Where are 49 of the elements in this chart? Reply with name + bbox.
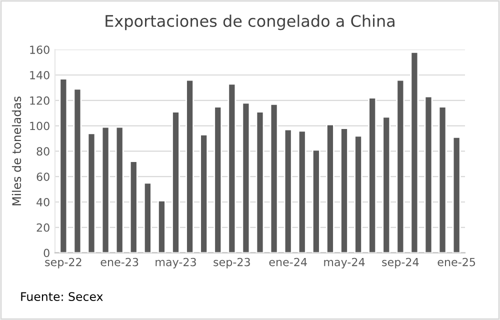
bar (424, 96, 433, 253)
x-tick-label: sep-22 (45, 258, 82, 268)
x-tick-label: ene-23 (100, 258, 138, 266)
bar (158, 200, 166, 253)
y-tick-label: 80 (36, 147, 50, 156)
bar (270, 104, 278, 253)
x-tick-label: sep-24 (382, 258, 419, 268)
bar (284, 128, 292, 253)
bar (59, 78, 68, 253)
bar (242, 102, 250, 253)
y-tick-label: 40 (36, 198, 50, 206)
bar (396, 79, 405, 253)
y-tick-label: 140 (30, 70, 50, 80)
bar (129, 160, 138, 253)
bar (312, 149, 320, 253)
bar (87, 132, 96, 253)
bar (214, 106, 222, 253)
y-axis-title: Miles de toneladas (12, 96, 22, 206)
chart-title: Exportaciones de congelado a China (106, 14, 394, 30)
y-tick-label: 0 (44, 248, 50, 258)
bar (101, 126, 110, 253)
bar (354, 135, 362, 253)
bar (115, 126, 124, 253)
bar (256, 111, 264, 253)
bar (326, 124, 334, 253)
y-tick-label: 20 (36, 223, 50, 232)
bar (172, 111, 180, 253)
bar (200, 134, 208, 253)
x-tick-label: may-24 (324, 258, 365, 268)
bar (368, 97, 377, 253)
bar (228, 83, 236, 253)
y-tick-label: 160 (30, 46, 50, 54)
bar (410, 51, 419, 253)
x-tick-label: ene-24 (269, 258, 307, 266)
y-tick-label: 60 (36, 172, 50, 181)
y-tick-label: 120 (30, 96, 50, 105)
bar (382, 116, 391, 253)
bar (73, 88, 82, 253)
bar (438, 106, 447, 253)
bar (298, 130, 306, 253)
bar (340, 128, 348, 253)
x-tick-label: sep-23 (214, 258, 250, 268)
source-note: Fuente: Secex (21, 292, 103, 302)
x-tick-label: ene-25 (438, 258, 476, 266)
x-tick-label: may-23 (156, 258, 196, 268)
y-tick-label: 100 (30, 122, 50, 130)
bar (143, 182, 152, 253)
bar (186, 79, 194, 253)
bar (452, 136, 461, 253)
